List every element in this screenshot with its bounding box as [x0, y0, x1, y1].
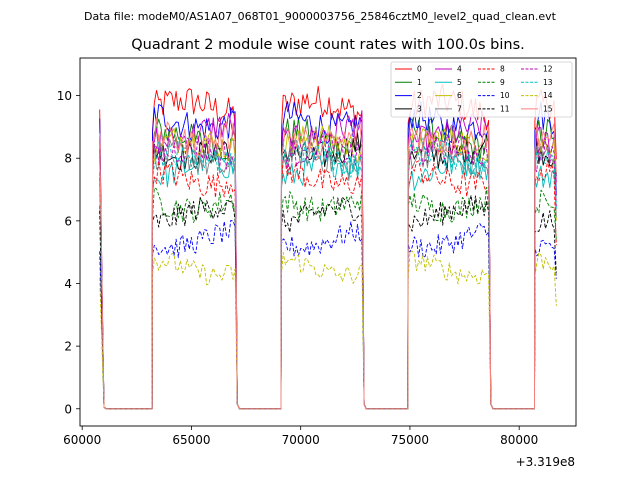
legend-box	[390, 61, 573, 118]
series-line-8	[99, 156, 557, 410]
series-line-9	[99, 186, 557, 410]
series-line-12	[99, 133, 557, 410]
legend-label-9: 9	[500, 78, 505, 87]
series-line-5	[99, 149, 557, 410]
legend-label-3: 3	[417, 104, 422, 113]
legend-label-11: 11	[500, 104, 510, 113]
series-line-13	[99, 136, 557, 410]
series-line-11	[99, 194, 557, 410]
y-tick-label: 4	[64, 277, 72, 291]
legend-label-7: 7	[457, 104, 462, 113]
x-tick-label: 70000	[282, 433, 320, 447]
legend-label-15: 15	[543, 104, 553, 113]
y-tick-label: 6	[64, 214, 72, 228]
y-tick-label: 8	[64, 152, 72, 166]
x-axis: 60000 65000 70000 75000 80000	[63, 426, 538, 447]
x-tick-label: 75000	[391, 433, 429, 447]
legend-label-8: 8	[500, 65, 505, 74]
series-line-15	[99, 117, 557, 410]
legend-label-6: 6	[457, 91, 462, 100]
legend-label-0: 0	[417, 65, 422, 74]
plot-area-frame	[79, 57, 577, 427]
legend-label-4: 4	[457, 65, 462, 74]
y-tick-label: 10	[57, 89, 72, 103]
x-tick-label: 60000	[63, 433, 101, 447]
y-tick-label: 0	[64, 402, 72, 416]
y-tick-label: 2	[64, 340, 72, 354]
legend-label-5: 5	[457, 78, 462, 87]
y-axis: 0 2 4 6 8 10	[57, 89, 80, 416]
series-line-14	[99, 250, 557, 410]
data-file-label: Data file: modeM0/AS1A07_068T01_90000037…	[84, 10, 557, 23]
series-layer	[99, 83, 557, 410]
chart-title: Quadrant 2 module wise count rates with …	[131, 37, 525, 53]
series-line-10	[99, 219, 557, 410]
legend-label-1: 1	[417, 78, 422, 87]
legend-label-12: 12	[543, 65, 553, 74]
legend-label-10: 10	[500, 91, 510, 100]
x-tick-label: 80000	[500, 433, 538, 447]
legend-label-2: 2	[417, 91, 422, 100]
legend-label-13: 13	[543, 78, 553, 87]
legend-label-14: 14	[543, 91, 553, 100]
series-line-6	[99, 124, 557, 410]
x-tick-label: 65000	[172, 433, 210, 447]
x-axis-offset-label: +3.319e8	[516, 455, 575, 469]
